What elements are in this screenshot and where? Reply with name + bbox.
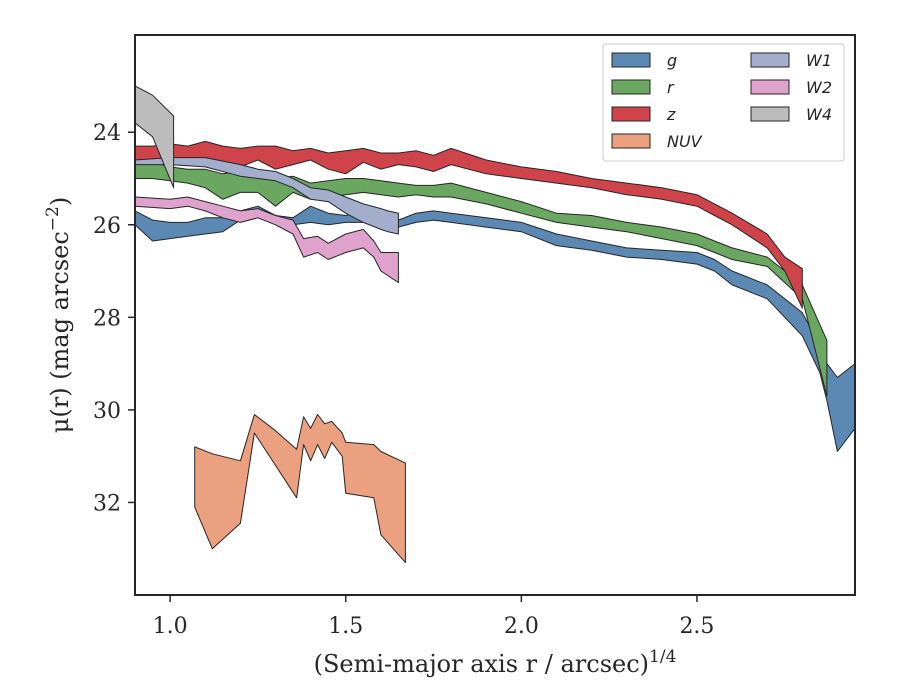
band-w1	[134, 157, 399, 235]
legend-swatch-z	[611, 106, 651, 122]
x-tick-label: 1.0	[153, 614, 188, 639]
x-axis-label-text: (Semi-major axis r / arcsec)	[314, 650, 649, 678]
x-tick-label: 2.5	[679, 614, 714, 639]
legend-label-w2: W2	[806, 78, 832, 97]
legend-swatch-w1	[750, 52, 790, 68]
x-axis: 1.0 1.5 2.0 2.5	[153, 595, 714, 639]
legend-label-z: z	[666, 105, 676, 124]
legend-label-g: g	[667, 51, 677, 70]
legend-label-r: r	[667, 78, 675, 97]
x-tick-label: 2.0	[504, 614, 539, 639]
band-r	[134, 159, 828, 397]
plot-frame	[134, 34, 856, 596]
y-tick-label: 30	[93, 399, 121, 424]
y-axis: 24 26 28 30 32	[93, 121, 135, 516]
band-nuv	[194, 414, 406, 564]
legend-swatch-w4	[750, 106, 790, 122]
band-g	[134, 205, 856, 452]
legend-swatch-nuv	[611, 133, 651, 149]
y-axis-label-exponent: −2	[43, 206, 63, 231]
legend: grz NUV W1 W2 W4	[602, 43, 845, 162]
legend-label-nuv: NUV	[667, 132, 703, 151]
y-tick-label: 32	[93, 491, 121, 516]
y-tick-label: 24	[93, 121, 121, 146]
legend-swatch-g	[611, 52, 651, 68]
legend-swatch-w2	[750, 79, 790, 95]
y-axis-label-close: )	[46, 197, 74, 206]
y-tick-label: 28	[93, 306, 121, 331]
x-axis-label: (Semi-major axis r / arcsec)1/4	[314, 647, 677, 678]
legend-box	[602, 43, 845, 162]
legend-label-w1: W1	[806, 51, 832, 70]
x-axis-label-exponent: 1/4	[649, 647, 676, 667]
legend-label-w4: W4	[806, 105, 832, 124]
y-tick-label: 26	[93, 214, 121, 239]
y-axis-label-text: μ(r) (mag arcsec	[46, 231, 74, 433]
band-w2	[134, 196, 399, 284]
y-axis-label: μ(r) (mag arcsec−2)	[43, 197, 74, 433]
legend-swatch-r	[611, 79, 651, 95]
x-tick-label: 1.5	[328, 614, 363, 639]
